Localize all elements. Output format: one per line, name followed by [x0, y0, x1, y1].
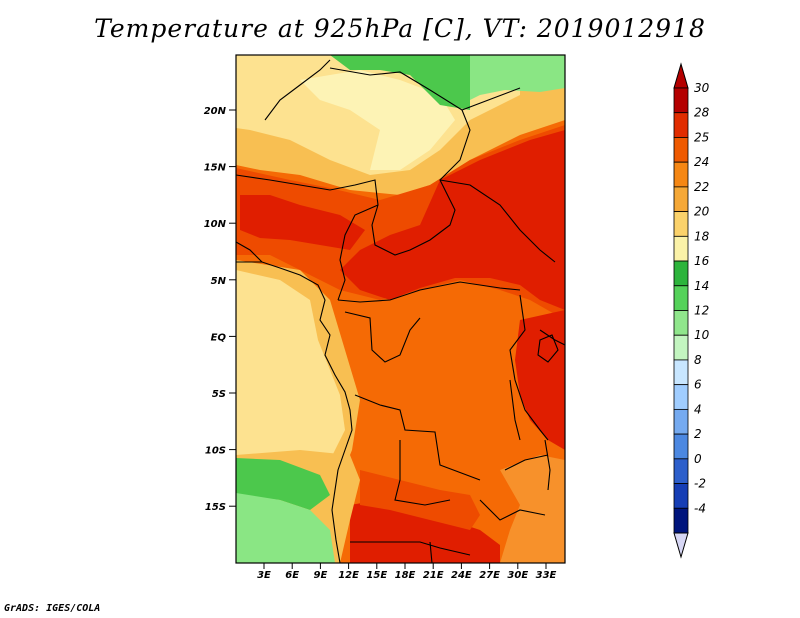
colorbar-label: 22: [694, 180, 709, 194]
colorbar-label: 14: [694, 279, 709, 293]
coastline-gulf: [236, 241, 263, 263]
lake-malawi: [544, 439, 551, 491]
lat-label: 15N: [204, 163, 227, 174]
lat-axis: 20N 15N 10N 5N EQ 5S 10S 15S: [204, 106, 236, 513]
footer-credit: GrADS: IGES/COLA: [4, 603, 101, 614]
colorbar-max-cap: [673, 62, 689, 89]
border-2: [329, 67, 521, 111]
colorbar-label: 12: [694, 304, 709, 318]
coastline-west: [236, 261, 353, 563]
border-8: [354, 394, 481, 481]
lat-label: 15S: [205, 502, 226, 513]
colorbar-label: 10: [694, 328, 710, 342]
lon-label: 33E: [536, 570, 557, 581]
colorbar-label: 25: [694, 130, 709, 144]
field-north-green2: [470, 55, 565, 100]
lon-label: 9E: [314, 570, 328, 581]
colorbar-box: [673, 285, 689, 311]
lake-victoria: [537, 334, 559, 363]
field-north-pale: [300, 70, 455, 170]
lat-label: 5N: [211, 276, 227, 287]
colorbar-label: 20: [694, 205, 710, 219]
colorbar-label: 8: [694, 353, 702, 367]
field-north-green: [330, 55, 470, 110]
border-9: [394, 440, 451, 506]
colorbar-box: [673, 186, 689, 213]
field-east-red: [515, 310, 565, 450]
colorbar-box: [673, 408, 689, 435]
colorbar-box: [673, 235, 689, 262]
border-3: [264, 59, 331, 121]
field-west-red: [240, 195, 365, 250]
lake-tanganyika: [509, 379, 521, 441]
lat-label: 20N: [204, 106, 227, 117]
colorbar-box: [673, 359, 689, 386]
colorbar-box: [673, 87, 689, 114]
border-13: [539, 329, 565, 346]
lon-label: 30E: [507, 570, 528, 581]
colorbar-box: [673, 112, 689, 138]
colorbar-box: [673, 507, 689, 534]
colorbar-box: [673, 384, 689, 410]
lon-label: 12E: [338, 570, 359, 581]
border-4: [439, 179, 556, 263]
lon-axis: 3E 6E 9E 12E 15E 18E 21E 24E 27E 30E 33E: [257, 563, 557, 581]
lon-label: 21E: [423, 570, 444, 581]
colorbar-box: [673, 433, 689, 460]
border-11: [429, 541, 433, 563]
colorbar-box: [673, 260, 689, 287]
border-14: [479, 499, 546, 521]
lon-label: 18E: [395, 570, 416, 581]
colorbar-box: [673, 310, 689, 336]
colorbar-box: [673, 483, 689, 509]
temperature-field: [236, 55, 565, 563]
lon-label: 6E: [285, 570, 299, 581]
lon-label: 24E: [451, 570, 472, 581]
border-7: [344, 311, 421, 363]
colorbar-label: 28: [694, 106, 710, 120]
colorbar-label: -4: [694, 501, 706, 515]
colorbar-label: 18: [694, 229, 710, 243]
colorbar-box: [673, 334, 689, 361]
border-5: [337, 204, 379, 301]
colorbar-label: 6: [694, 378, 702, 392]
colorbar-label: 0: [694, 452, 702, 466]
field-west-yellow: [236, 270, 345, 460]
lon-label: 27E: [479, 570, 500, 581]
border-12: [509, 294, 549, 441]
colorbar-label: 24: [694, 155, 709, 169]
lat-label: 10N: [204, 219, 227, 230]
border-15: [504, 454, 549, 471]
lat-label: EQ: [211, 332, 227, 343]
colorbar-label: -2: [694, 477, 706, 491]
field-sw-lightgreen: [236, 493, 335, 563]
map-frame: [235, 54, 566, 564]
field-south-redorange: [360, 470, 480, 530]
country-borders: [236, 59, 565, 563]
colorbar-label: 16: [694, 254, 710, 268]
colorbar-label: 2: [694, 427, 702, 441]
colorbar-label: 30: [694, 81, 710, 95]
colorbar-min-cap: [673, 532, 689, 559]
colorbar-box: [673, 458, 689, 484]
field-south-red: [350, 500, 500, 563]
lat-label: 5S: [212, 389, 226, 400]
colorbar-box: [673, 211, 689, 237]
colorbar-box: [673, 161, 689, 188]
border-6: [337, 281, 521, 303]
colorbar-box: [673, 137, 689, 163]
lat-label: 10S: [205, 446, 226, 457]
lon-label: 3E: [257, 570, 271, 581]
chart-title: Temperature at 925hPa [C], VT: 201901291…: [94, 14, 706, 43]
field-central-red: [340, 130, 565, 310]
lon-label: 15E: [366, 570, 387, 581]
colorbar-label: 4: [694, 402, 702, 416]
